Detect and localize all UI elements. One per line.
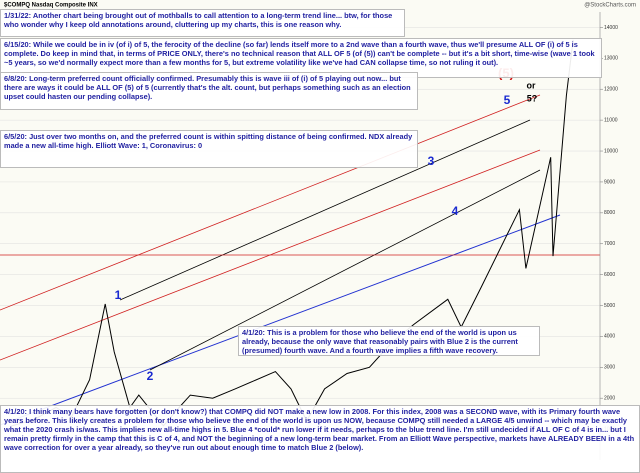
annotation: 1/31/22: Another chart being brought out…: [0, 9, 405, 37]
annotation: 6/8/20: Long-term preferred count offici…: [0, 72, 418, 110]
y-tick-label: 5000: [604, 303, 615, 309]
y-tick-label: 6000: [604, 272, 615, 278]
wave-label: 5?: [527, 93, 538, 103]
trend-line: [0, 214, 561, 426]
trend-lines: [0, 94, 600, 426]
annotation: 4/1/20: I think many bears have forgotte…: [0, 405, 640, 473]
wave-label: 1: [115, 288, 122, 302]
y-tick-label: 3000: [604, 365, 615, 371]
wave-label: 5: [504, 93, 511, 107]
trend-line: [119, 119, 531, 301]
wave-label: or: [527, 80, 536, 90]
y-tick-label: 9000: [604, 179, 615, 185]
trend-line: [149, 169, 541, 371]
wave-label: 4: [452, 204, 459, 218]
wave-label: 3: [428, 154, 435, 168]
chart-title: $COMPQ Nasdaq Composite INX: [4, 3, 98, 9]
trend-line: [0, 94, 541, 311]
chart-subtitle: @StockCharts.com: [584, 3, 636, 9]
price-line: [11, 39, 574, 427]
y-tick-label: 7000: [604, 241, 615, 247]
y-tick-label: 11000: [604, 117, 618, 123]
annotation: 6/5/20: Just over two months on, and the…: [0, 130, 418, 168]
y-tick-label: 14000: [604, 25, 618, 31]
y-tick-label: 2000: [604, 396, 615, 402]
y-tick-label: 12000: [604, 87, 618, 93]
y-tick-label: 13000: [604, 56, 618, 62]
y-tick-label: 8000: [604, 210, 615, 216]
y-tick-label: 4000: [604, 334, 615, 340]
y-tick-label: 10000: [604, 148, 618, 154]
annotation: 4/1/20: This is a problem for those who …: [238, 326, 540, 356]
wave-label: 2: [147, 369, 154, 383]
